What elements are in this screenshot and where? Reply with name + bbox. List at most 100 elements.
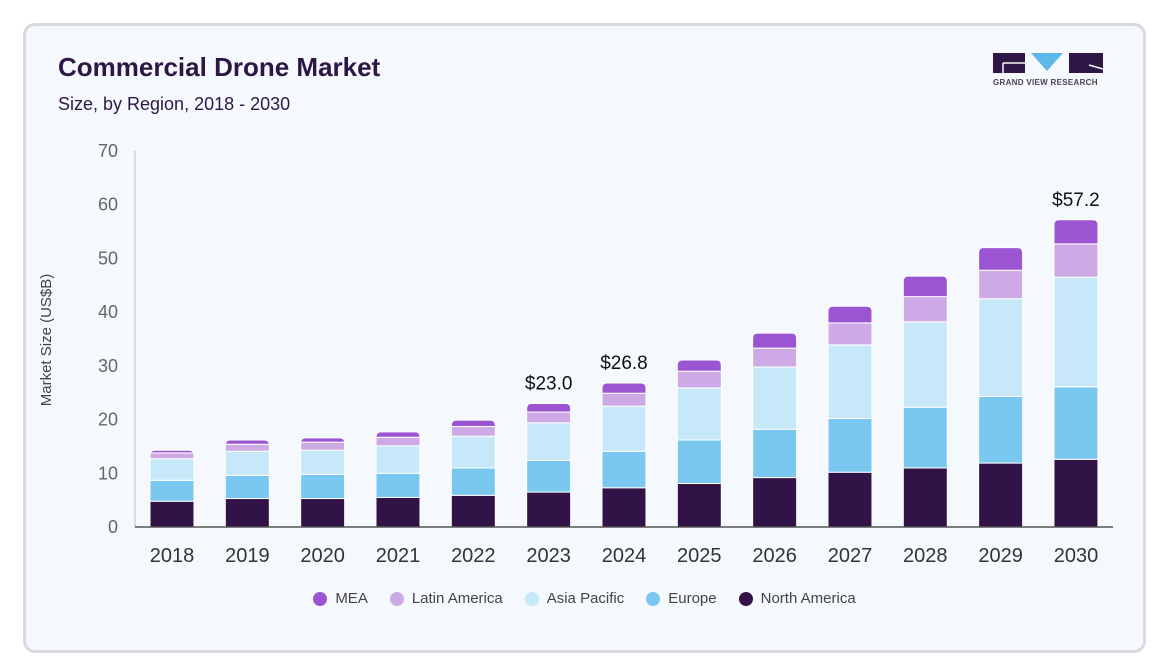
bar-segment-asia-pacific: [978, 298, 1024, 397]
bar-segment-latin-america: [676, 370, 722, 389]
bar-segment-europe: [450, 467, 496, 496]
bar-segment-asia-pacific: [1053, 276, 1099, 388]
bar-segment-mea: [300, 437, 346, 443]
x-tick-label: 2019: [225, 545, 270, 567]
bar-segment-latin-america: [752, 347, 798, 368]
legend-swatch: [524, 591, 539, 606]
bar-segment-latin-america: [601, 392, 647, 407]
bar-segment-north-america: [1053, 458, 1099, 528]
bar-segment-north-america: [375, 496, 421, 528]
bar-segment-latin-america: [526, 411, 572, 424]
data-label: $26.8: [600, 353, 648, 374]
x-tick-label: 2027: [828, 545, 873, 567]
bar-segment-asia-pacific: [375, 445, 421, 474]
y-tick-label: 30: [98, 356, 118, 376]
bar-segment-latin-america: [149, 452, 195, 460]
x-tick-label: 2028: [903, 545, 948, 567]
bar-segment-north-america: [450, 494, 496, 528]
bar-segment-latin-america: [978, 269, 1024, 300]
bar-segment-north-america: [300, 498, 346, 528]
bar-segment-asia-pacific: [902, 321, 948, 408]
x-tick-label: 2030: [1054, 545, 1099, 567]
bar-segment-mea: [676, 359, 722, 372]
bar-segment-latin-america: [450, 426, 496, 437]
chart-title: Commercial Drone Market: [58, 52, 381, 82]
x-tick-label: 2021: [376, 545, 421, 567]
y-axis-label: Market Size (US$B): [38, 274, 55, 407]
bar-segment-europe: [149, 479, 195, 502]
bar-segment-europe: [827, 417, 873, 473]
legend-item[interactable]: Europe: [646, 590, 717, 607]
bar-segment-mea: [752, 332, 798, 349]
bar-segment-europe: [676, 439, 722, 484]
legend-swatch: [389, 591, 404, 606]
legend-item[interactable]: North America: [738, 590, 856, 607]
y-tick-label: 10: [98, 463, 118, 483]
bar-segment-north-america: [827, 471, 873, 528]
bar-segment-north-america: [752, 477, 798, 528]
chart-subtitle: Size, by Region, 2018 - 2030: [58, 94, 291, 114]
bar-segment-asia-pacific: [526, 422, 572, 461]
bar-segment-mea: [149, 449, 195, 456]
bar-segment-europe: [1053, 386, 1099, 460]
y-tick-label: 50: [98, 248, 118, 268]
legend-swatch: [313, 591, 328, 606]
bar-segment-mea: [978, 247, 1024, 271]
bar-segment-mea: [1053, 219, 1099, 245]
bar-segment-latin-america: [1053, 243, 1099, 278]
bar-segment-asia-pacific: [149, 458, 195, 481]
y-tick-label: 60: [98, 195, 118, 215]
legend-item[interactable]: MEA: [313, 590, 368, 607]
bar-segment-north-america: [224, 498, 270, 528]
bar-segment-latin-america: [300, 441, 346, 451]
bar-segment-latin-america: [902, 296, 948, 323]
bar-segment-north-america: [978, 462, 1024, 528]
x-tick-label: 2025: [677, 545, 722, 567]
bar-segment-asia-pacific: [601, 405, 647, 452]
bar-segment-latin-america: [827, 322, 873, 346]
x-tick-label: 2018: [150, 545, 195, 567]
bar-segment-mea: [224, 439, 270, 446]
bar-segment-asia-pacific: [752, 366, 798, 430]
bar-segment-mea: [450, 419, 496, 428]
bar-segment-europe: [375, 472, 421, 498]
bar-segment-europe: [902, 406, 948, 469]
bar-segment-latin-america: [375, 436, 421, 447]
legend-label: North America: [760, 590, 856, 607]
x-tick-label: 2022: [451, 545, 496, 567]
bar-segment-mea: [601, 382, 647, 394]
bar-segment-europe: [978, 395, 1024, 464]
x-tick-label: 2029: [978, 545, 1023, 567]
bar-segment-europe: [300, 473, 346, 500]
bar-segment-mea: [526, 402, 572, 413]
bar-segment-asia-pacific: [827, 344, 873, 419]
bar-segment-mea: [902, 275, 948, 298]
y-tick-label: 0: [108, 517, 118, 537]
chart-card: Commercial Drone Market Size, by Region,…: [23, 23, 1146, 653]
legend-label: Latin America: [411, 590, 503, 607]
bar-segment-europe: [601, 450, 647, 489]
bar-segment-north-america: [601, 487, 647, 528]
y-tick-label: 20: [98, 410, 118, 430]
y-tick-label: 70: [98, 141, 118, 161]
legend-label: Asia Pacific: [546, 590, 625, 607]
grand-view-research-logo: GRAND VIEW RESEARCH: [993, 53, 1105, 87]
bar-segment-asia-pacific: [450, 435, 496, 469]
bar-segment-north-america: [902, 467, 948, 528]
legend-item[interactable]: Latin America: [389, 590, 503, 607]
legend-item[interactable]: Asia Pacific: [524, 590, 625, 607]
legend-swatch: [738, 591, 753, 606]
bar-segment-europe: [752, 428, 798, 479]
bar-segment-mea: [827, 305, 873, 324]
bar-segment-mea: [375, 431, 421, 438]
x-tick-label: 2026: [752, 545, 797, 567]
x-tick-label: 2020: [300, 545, 345, 567]
data-label: $57.2: [1052, 190, 1100, 211]
bar-segment-north-america: [149, 500, 195, 528]
bar-segment-asia-pacific: [676, 387, 722, 441]
bar-segment-europe: [526, 459, 572, 493]
legend: MEA Latin America Asia Pacific Europe North …: [26, 590, 1143, 607]
logo-text: GRAND VIEW RESEARCH: [993, 78, 1098, 87]
x-tick-label: 2023: [526, 545, 571, 567]
